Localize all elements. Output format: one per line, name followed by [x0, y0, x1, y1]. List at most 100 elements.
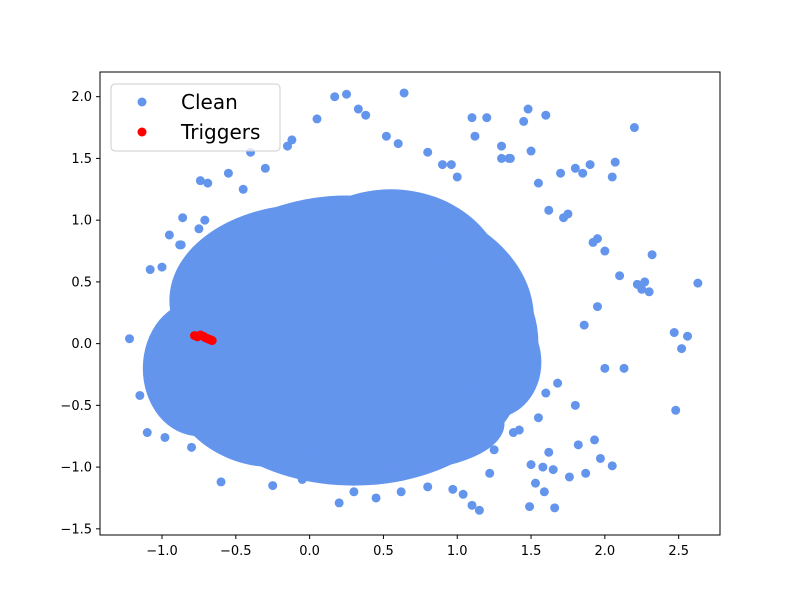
clean-point	[157, 262, 167, 272]
clean-point	[581, 468, 591, 478]
clean-point	[330, 92, 340, 102]
clean-point	[671, 405, 681, 415]
y-tick-label: −0.5	[60, 399, 92, 414]
clean-point	[178, 213, 188, 223]
clean-point	[533, 178, 543, 188]
legend: Clean Triggers	[110, 83, 281, 152]
clean-point	[619, 363, 629, 373]
clean-point	[176, 240, 186, 250]
clean-point	[629, 123, 639, 133]
clean-density-region	[142, 300, 255, 437]
clean-point	[530, 478, 540, 488]
clean-point	[458, 489, 468, 499]
clean-density-region	[291, 376, 505, 471]
clean-point	[386, 462, 396, 472]
clean-point	[125, 334, 135, 344]
clean-point	[505, 153, 515, 163]
x-tick-label: 0.5	[373, 544, 394, 559]
y-tick-label: −1.5	[60, 522, 92, 537]
clean-point	[393, 139, 403, 149]
clean-point	[312, 114, 322, 124]
clean-point	[216, 477, 226, 487]
clean-point	[145, 265, 155, 275]
clean-point	[573, 440, 583, 450]
clean-point	[485, 468, 495, 478]
x-tick-label: −1.0	[146, 544, 178, 559]
clean-point	[592, 234, 602, 244]
clean-point	[564, 472, 574, 482]
x-axis-ticks: −1.0 −0.5 0.0 0.5 1.0 1.5 2.0 2.5	[146, 535, 689, 559]
clean-point	[526, 146, 536, 156]
clean-point	[508, 428, 518, 438]
clean-point	[489, 445, 499, 455]
clean-point	[556, 168, 566, 178]
legend-label-triggers: Triggers	[180, 120, 260, 144]
clean-point	[200, 215, 210, 225]
legend-label-clean: Clean	[181, 90, 238, 114]
clean-point	[590, 435, 600, 445]
clean-point	[268, 481, 278, 491]
legend-box	[110, 83, 281, 152]
clean-point	[482, 113, 492, 123]
clean-point	[579, 320, 589, 330]
clean-point	[452, 172, 462, 182]
clean-point	[544, 447, 554, 457]
clean-point	[448, 484, 458, 494]
clean-point	[260, 163, 270, 173]
clean-point	[160, 432, 170, 442]
clean-point	[526, 460, 536, 470]
clean-point	[677, 344, 687, 354]
clean-point	[541, 388, 551, 398]
clean-point	[570, 400, 580, 410]
clean-point	[423, 147, 433, 157]
clean-point	[423, 482, 433, 492]
clean-point	[539, 487, 549, 497]
clean-point	[446, 160, 456, 170]
clean-point	[187, 442, 197, 452]
clean-point	[585, 160, 595, 170]
clean-point	[371, 493, 381, 503]
clean-point	[334, 498, 344, 508]
clean-point	[563, 209, 573, 219]
clean-point	[474, 505, 484, 515]
clean-point	[570, 163, 580, 173]
clean-point	[223, 168, 233, 178]
legend-marker-triggers	[137, 127, 147, 137]
clean-point	[693, 278, 703, 288]
clean-point	[437, 160, 447, 170]
scatter-points	[125, 88, 703, 515]
x-tick-label: 1.5	[521, 544, 542, 559]
clean-point	[683, 331, 693, 341]
clean-point	[399, 88, 409, 98]
clean-point	[578, 168, 588, 178]
clean-density-layer	[142, 189, 542, 486]
clean-point	[420, 461, 430, 471]
clean-point	[592, 302, 602, 312]
clean-point	[637, 284, 647, 294]
clean-point	[669, 328, 679, 338]
clean-point	[274, 215, 284, 225]
clean-point	[353, 104, 363, 114]
clean-point	[519, 116, 529, 126]
clean-point	[525, 502, 535, 512]
clean-point	[361, 110, 371, 120]
clean-point	[538, 462, 548, 472]
clean-point	[548, 465, 558, 475]
clean-point	[644, 287, 654, 297]
y-axis-ticks: −1.5 −1.0 −0.5 0.0 0.5 1.0 1.5 2.0	[60, 90, 100, 537]
clean-point	[381, 131, 391, 141]
x-tick-label: 0.0	[299, 544, 320, 559]
clean-point	[533, 413, 543, 423]
clean-point	[497, 153, 507, 163]
clean-point	[541, 110, 551, 120]
clean-point	[238, 184, 248, 194]
y-tick-label: 0.5	[71, 275, 92, 290]
clean-point	[349, 487, 359, 497]
x-tick-label: 2.0	[595, 544, 616, 559]
x-tick-label: 2.5	[668, 544, 689, 559]
clean-point	[544, 205, 554, 215]
clean-point	[135, 390, 145, 400]
clean-point	[600, 246, 610, 256]
clean-point	[467, 113, 477, 123]
clean-point	[553, 378, 563, 388]
